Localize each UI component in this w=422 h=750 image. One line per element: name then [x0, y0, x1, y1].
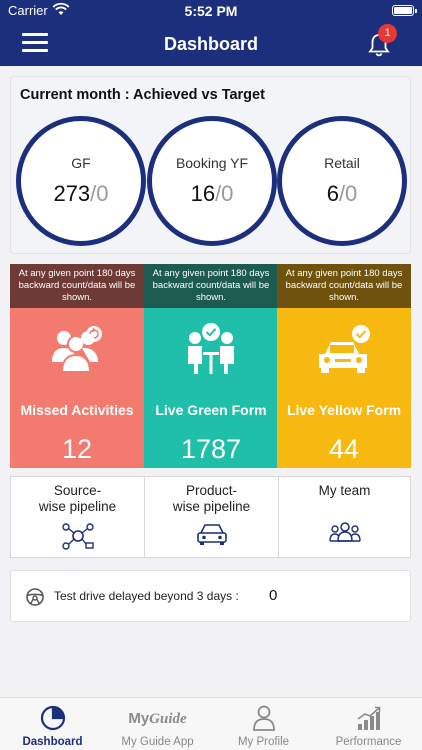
carrier-label: Carrier	[8, 3, 48, 18]
hamburger-menu-button[interactable]	[22, 33, 50, 53]
status-tiles: At any given point 180 days backward cou…	[10, 264, 411, 468]
ring-value: 273/0	[53, 181, 109, 206]
notification-badge: 1	[378, 24, 397, 43]
steering-wheel-icon	[26, 588, 44, 606]
people-refresh-icon	[52, 326, 102, 373]
test-drive-value: 0	[269, 587, 278, 604]
tile-note: At any given point 180 days backward cou…	[10, 264, 144, 308]
page-title: Dashboard	[163, 34, 259, 54]
person-icon	[252, 705, 275, 731]
battery-icon	[392, 5, 417, 16]
tab-my-profile[interactable]: My Profile	[211, 698, 316, 750]
pipeline-title: My team	[318, 483, 371, 498]
live-yellow-form-tile[interactable]: At any given point 180 days backward cou…	[277, 264, 411, 468]
test-drive-label: Test drive delayed beyond 3 days :	[54, 589, 239, 603]
tile-count: 44	[328, 434, 360, 464]
target-card-heading: Current month : Achieved vs Target	[20, 87, 265, 103]
test-drive-delayed-card[interactable]: Test drive delayed beyond 3 days : 0	[10, 570, 411, 622]
tile-title: Live Yellow Form	[286, 402, 402, 418]
tile-title: Missed Activities	[20, 402, 134, 418]
ring-label: Booking YF	[175, 155, 249, 171]
tab-label: My Profile	[237, 736, 290, 748]
bottom-tab-bar: Dashboard MyGuide My Guide App My Profil…	[0, 697, 422, 750]
ring-value: 16/0	[190, 181, 234, 206]
status-bar: Carrier 5:52 PM	[0, 0, 422, 22]
ring-label: Retail	[324, 155, 360, 171]
live-green-form-tile[interactable]: At any given point 180 days backward cou…	[144, 264, 278, 468]
tab-label: Performance	[335, 736, 402, 748]
retail-ring[interactable]: Retail 6/0	[277, 116, 407, 246]
tile-title: Live Green Form	[155, 402, 267, 418]
tile-count: 1787	[180, 434, 242, 464]
tab-label: Dashboard	[22, 736, 83, 748]
top-bar: Carrier 5:52 PM Dashboard 1	[0, 0, 422, 66]
tab-label: My Guide App	[121, 736, 194, 748]
bar-growth-icon	[357, 706, 380, 730]
booking-yf-ring[interactable]: Booking YF 16/0	[147, 116, 277, 246]
ring-value: 6/0	[326, 181, 358, 206]
source-wise-pipeline-button[interactable]: Source-wise pipeline	[10, 476, 145, 558]
product-wise-pipeline-button[interactable]: Product-wise pipeline	[144, 476, 279, 558]
tab-my-guide-app[interactable]: MyGuide My Guide App	[105, 698, 210, 750]
my-team-button[interactable]: My team	[278, 476, 411, 558]
tile-note: At any given point 180 days backward cou…	[277, 264, 411, 308]
team-icon	[328, 522, 361, 542]
car-icon	[196, 524, 227, 545]
pie-chart-icon	[40, 705, 65, 731]
wifi-icon	[52, 2, 70, 15]
missed-activities-tile[interactable]: At any given point 180 days backward cou…	[10, 264, 144, 468]
my-guide-logo: MyGuide	[128, 710, 187, 727]
achieved-vs-target-card: Current month : Achieved vs Target GF 27…	[10, 76, 411, 254]
tab-performance[interactable]: Performance	[316, 698, 421, 750]
meeting-check-icon	[188, 323, 234, 374]
tile-count: 12	[61, 434, 93, 464]
tab-dashboard[interactable]: Dashboard	[0, 698, 105, 750]
pipeline-title: Product-wise pipeline	[172, 483, 251, 514]
tile-note: At any given point 180 days backward cou…	[144, 264, 278, 308]
gf-ring[interactable]: GF 273/0	[16, 116, 146, 246]
network-icon	[61, 523, 94, 550]
ring-label: GF	[71, 155, 91, 171]
pipeline-title: Source-wise pipeline	[38, 483, 117, 514]
status-time: 5:52 PM	[184, 3, 238, 19]
car-check-icon	[319, 325, 370, 373]
